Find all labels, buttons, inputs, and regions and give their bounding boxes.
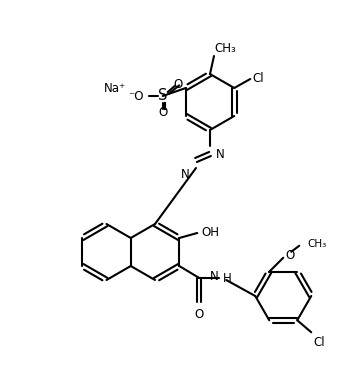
Text: S: S [158, 88, 167, 104]
Text: ⁻O: ⁻O [128, 90, 144, 102]
Text: N: N [181, 168, 190, 181]
Text: O: O [173, 77, 182, 91]
Text: O: O [195, 308, 204, 321]
Text: H: H [223, 272, 232, 285]
Text: N: N [210, 270, 218, 283]
Text: CH₃: CH₃ [214, 43, 236, 56]
Text: O: O [285, 249, 294, 262]
Text: CH₃: CH₃ [307, 239, 327, 249]
Text: Cl: Cl [252, 71, 264, 84]
Text: Cl: Cl [313, 336, 325, 349]
Text: Na⁺: Na⁺ [104, 81, 126, 94]
Text: O: O [158, 105, 167, 118]
Text: N: N [216, 148, 225, 161]
Text: OH: OH [201, 226, 219, 239]
